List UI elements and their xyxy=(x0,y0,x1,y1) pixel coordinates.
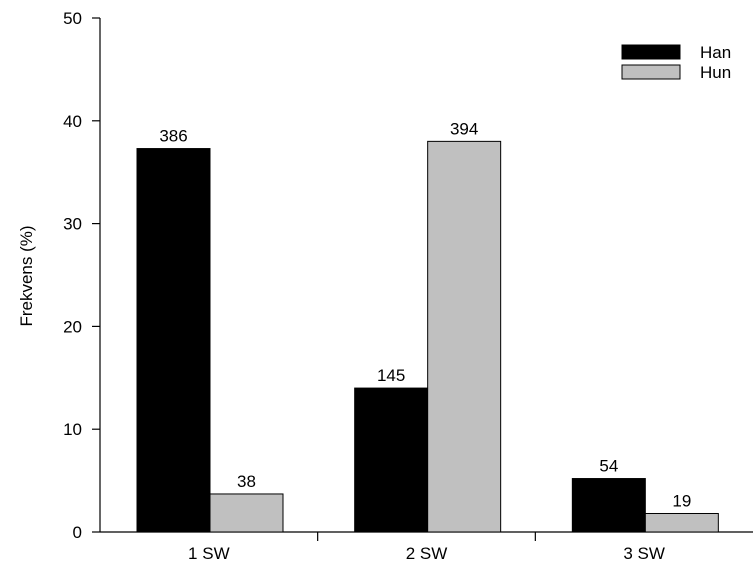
x-tick-label: 2 SW xyxy=(406,544,448,563)
y-tick-label: 30 xyxy=(63,215,82,234)
legend-swatch-hun xyxy=(621,64,681,80)
y-tick-label: 10 xyxy=(63,420,82,439)
data-label: 19 xyxy=(672,491,691,510)
legend-label-hun: Hun xyxy=(700,63,731,82)
bar-han-3 xyxy=(571,478,646,533)
legend-label-han: Han xyxy=(700,43,731,62)
bar-hun-3 xyxy=(644,512,719,533)
legend-swatch-han xyxy=(621,44,681,60)
plot-area: 0 10 20 30 40 50 386 38 1 SW 145 394 2 SW 54 19 3 SW xyxy=(63,9,753,563)
y-axis-title: Frekvens (%) xyxy=(17,225,36,326)
data-label: 145 xyxy=(377,366,405,385)
data-label: 394 xyxy=(450,119,478,138)
data-label: 38 xyxy=(237,472,256,491)
y-tick-label: 20 xyxy=(63,317,82,336)
bar-hun-2 xyxy=(427,140,502,533)
y-tick-label: 50 xyxy=(63,9,82,28)
bar-han-2 xyxy=(354,387,429,533)
y-tick-label: 40 xyxy=(63,112,82,131)
x-tick-label: 3 SW xyxy=(623,544,665,563)
y-tick-label: 0 xyxy=(73,523,82,542)
bar-hun-1 xyxy=(209,493,284,533)
x-tick-label: 1 SW xyxy=(188,544,230,563)
bar-han-1 xyxy=(136,148,211,533)
data-label: 386 xyxy=(159,127,187,146)
data-label: 54 xyxy=(599,457,618,476)
